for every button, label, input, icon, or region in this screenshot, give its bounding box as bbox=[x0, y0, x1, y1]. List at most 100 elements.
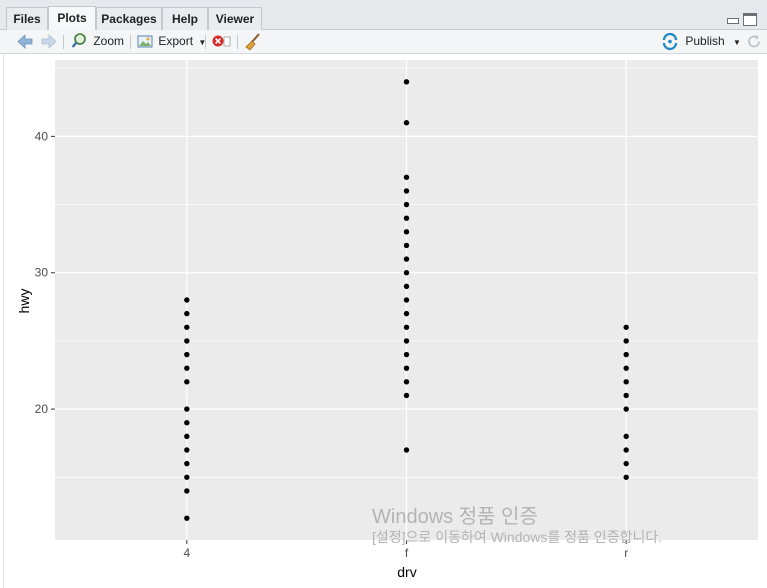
windows-activation-watermark-message: [설정]으로 이동하여 Windows를 정품 인증합니다. bbox=[372, 529, 663, 545]
data-point bbox=[184, 310, 190, 317]
data-point bbox=[403, 365, 410, 371]
data-point bbox=[623, 474, 629, 480]
export-label: Export bbox=[158, 34, 194, 48]
y-tick-label: 20 bbox=[35, 402, 49, 416]
x-axis: 4 f r bbox=[183, 540, 628, 560]
data-point bbox=[184, 379, 190, 385]
data-point bbox=[403, 188, 410, 194]
data-point bbox=[184, 488, 190, 494]
data-point bbox=[184, 338, 190, 344]
tab-packages[interactable]: Packages bbox=[96, 7, 162, 30]
remove-plot-icon bbox=[212, 35, 231, 47]
export-button[interactable]: Export ▼ bbox=[137, 30, 206, 53]
data-point bbox=[623, 379, 629, 385]
x-tick-label: f bbox=[405, 546, 409, 560]
tab-files-label: Files bbox=[13, 12, 41, 26]
tab-help[interactable]: Help bbox=[162, 7, 208, 30]
data-point bbox=[184, 420, 190, 426]
y-axis: 20 30 40 bbox=[35, 129, 55, 416]
data-point bbox=[184, 297, 190, 303]
data-point bbox=[184, 460, 190, 467]
data-point bbox=[623, 406, 629, 412]
pane-left-border bbox=[0, 54, 4, 588]
export-image-icon bbox=[137, 35, 153, 48]
tab-viewer[interactable]: Viewer bbox=[208, 7, 262, 30]
forward-button[interactable] bbox=[40, 30, 58, 53]
pane-tab-bar: Files Plots Packages Help Viewer bbox=[0, 0, 767, 31]
broom-icon bbox=[245, 33, 260, 51]
data-point bbox=[623, 392, 629, 399]
data-point bbox=[184, 447, 190, 453]
publish-label: Publish bbox=[685, 34, 725, 48]
windows-activation-watermark-title: Windows 정품 인증 bbox=[372, 506, 538, 528]
chevron-down-icon: ▼ bbox=[198, 38, 207, 47]
tab-plots[interactable]: Plots bbox=[48, 6, 96, 31]
y-axis-title: hwy bbox=[16, 289, 32, 314]
data-point bbox=[623, 338, 629, 344]
data-point bbox=[403, 338, 410, 344]
data-point bbox=[403, 120, 410, 126]
tab-viewer-label: Viewer bbox=[215, 12, 255, 26]
data-point bbox=[623, 460, 629, 467]
data-point bbox=[623, 447, 629, 453]
data-point bbox=[184, 324, 190, 330]
zoom-button[interactable]: Zoom bbox=[71, 30, 124, 53]
zoom-label: Zoom bbox=[93, 34, 125, 48]
minimize-pane-button[interactable] bbox=[727, 18, 739, 24]
clear-all-plots-button[interactable] bbox=[244, 30, 262, 53]
data-point bbox=[403, 351, 410, 358]
back-button[interactable] bbox=[16, 30, 34, 53]
remove-plot-button[interactable] bbox=[211, 30, 231, 53]
toolbar-separator bbox=[205, 35, 206, 49]
toolbar-separator bbox=[130, 35, 131, 49]
plots-toolbar: Zoom Export ▼ Publish ▼ bbox=[0, 30, 767, 54]
data-point bbox=[403, 392, 410, 399]
tab-help-label: Help bbox=[171, 12, 198, 26]
plot-viewport: 20 30 40 4 f r drv hwy bbox=[0, 54, 767, 588]
magnifier-icon bbox=[71, 33, 86, 48]
tab-packages-label: Packages bbox=[101, 12, 157, 26]
arrow-left-icon bbox=[17, 34, 33, 49]
publish-icon bbox=[662, 32, 678, 51]
data-point bbox=[623, 433, 629, 440]
data-point bbox=[403, 256, 410, 262]
publish-button[interactable]: Publish ▼ bbox=[661, 30, 741, 53]
data-point bbox=[184, 365, 190, 371]
data-point bbox=[184, 515, 190, 521]
arrow-right-icon bbox=[41, 34, 57, 49]
data-point bbox=[403, 447, 410, 453]
y-tick-label: 40 bbox=[35, 129, 49, 143]
toolbar-separator bbox=[237, 35, 238, 49]
toolbar-separator bbox=[63, 35, 64, 49]
data-point bbox=[623, 351, 629, 358]
x-tick-label: r bbox=[624, 546, 628, 560]
chevron-down-icon: ▼ bbox=[733, 38, 741, 47]
x-tick-label: 4 bbox=[183, 546, 190, 560]
data-point bbox=[403, 201, 410, 208]
data-point bbox=[403, 297, 410, 303]
tab-files[interactable]: Files bbox=[6, 7, 48, 30]
data-point bbox=[403, 379, 410, 385]
y-tick-label: 30 bbox=[35, 266, 49, 280]
data-point bbox=[623, 324, 629, 330]
x-axis-title: drv bbox=[397, 564, 416, 580]
refresh-icon bbox=[748, 35, 760, 48]
data-point bbox=[184, 433, 190, 440]
data-point bbox=[403, 324, 410, 330]
data-point bbox=[403, 242, 410, 249]
data-point bbox=[403, 310, 410, 317]
maximize-pane-button[interactable] bbox=[743, 13, 757, 26]
data-point bbox=[403, 229, 410, 235]
data-point bbox=[403, 270, 410, 276]
data-point bbox=[184, 406, 190, 412]
hwy-by-drv-scatter-plot: 20 30 40 4 f r drv hwy bbox=[16, 60, 758, 580]
tab-plots-label: Plots bbox=[57, 11, 87, 25]
data-points bbox=[184, 79, 629, 521]
refresh-plot-button[interactable] bbox=[746, 30, 762, 53]
data-point bbox=[403, 215, 410, 221]
data-point bbox=[403, 283, 410, 290]
data-point bbox=[184, 351, 190, 358]
data-point bbox=[184, 474, 190, 480]
data-point bbox=[403, 174, 410, 180]
data-point bbox=[623, 365, 629, 371]
